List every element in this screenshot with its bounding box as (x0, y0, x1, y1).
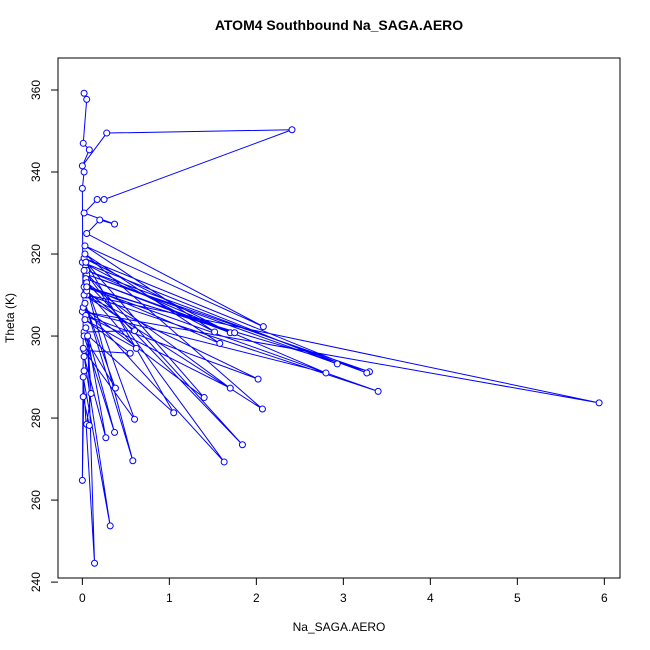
y-tick-label: 260 (29, 490, 43, 510)
point (226, 384, 234, 392)
point (80, 209, 88, 217)
point (80, 89, 88, 97)
x-tick-label: 4 (427, 591, 434, 605)
point (82, 258, 90, 266)
point (91, 559, 99, 567)
x-tick-label: 5 (514, 591, 521, 605)
y-tick-label: 240 (29, 572, 43, 592)
point (102, 434, 110, 442)
point (81, 250, 89, 258)
point (103, 129, 111, 137)
point (259, 323, 267, 331)
point (80, 367, 88, 375)
point (79, 373, 87, 381)
point (78, 162, 86, 170)
series-line (81, 93, 600, 564)
x-tick-label: 1 (166, 591, 173, 605)
point (126, 349, 134, 357)
point (231, 329, 239, 337)
x-tick-label: 0 (79, 591, 86, 605)
x-tick-label: 2 (253, 591, 260, 605)
point (220, 458, 228, 466)
point (238, 441, 246, 449)
y-axis-label: Theta (K) (3, 293, 17, 343)
point (80, 353, 88, 361)
point (78, 184, 86, 192)
point (83, 230, 91, 238)
point (129, 457, 137, 465)
point (81, 299, 89, 307)
point (79, 344, 87, 352)
point (84, 332, 92, 340)
point (79, 393, 87, 401)
point (131, 327, 139, 335)
point (93, 195, 101, 203)
point (216, 339, 224, 347)
point (288, 126, 296, 134)
point (81, 316, 89, 324)
point (83, 95, 91, 103)
y-tick-label: 280 (29, 408, 43, 428)
point (87, 389, 95, 397)
point (96, 216, 104, 224)
point (80, 266, 88, 274)
point (132, 344, 140, 352)
point (111, 428, 119, 436)
point (78, 476, 86, 484)
y-tick-label: 360 (29, 80, 43, 100)
chart-title: ATOM4 Southbound Na_SAGA.AERO (215, 17, 463, 33)
point (82, 324, 90, 332)
point (363, 369, 371, 377)
point (81, 242, 89, 250)
point (79, 139, 87, 147)
point (258, 405, 266, 413)
point (595, 399, 603, 407)
point (322, 369, 330, 377)
point (85, 421, 93, 429)
x-axis-label: Na_SAGA.AERO (293, 620, 386, 634)
point (83, 283, 91, 291)
point (100, 195, 108, 203)
y-tick-label: 300 (29, 326, 43, 346)
x-tick-label: 3 (340, 591, 347, 605)
point (80, 168, 88, 176)
y-tick-label: 340 (29, 162, 43, 182)
point (106, 522, 114, 530)
point (211, 328, 219, 336)
point (131, 415, 139, 423)
point (111, 220, 119, 228)
point (374, 387, 382, 395)
y-tick-label: 320 (29, 244, 43, 264)
point (85, 146, 93, 154)
point (111, 384, 119, 392)
x-tick-label: 6 (601, 591, 608, 605)
point (333, 360, 341, 368)
point (254, 375, 262, 383)
point (200, 394, 208, 402)
plot-frame (57, 57, 621, 579)
point (170, 409, 178, 417)
